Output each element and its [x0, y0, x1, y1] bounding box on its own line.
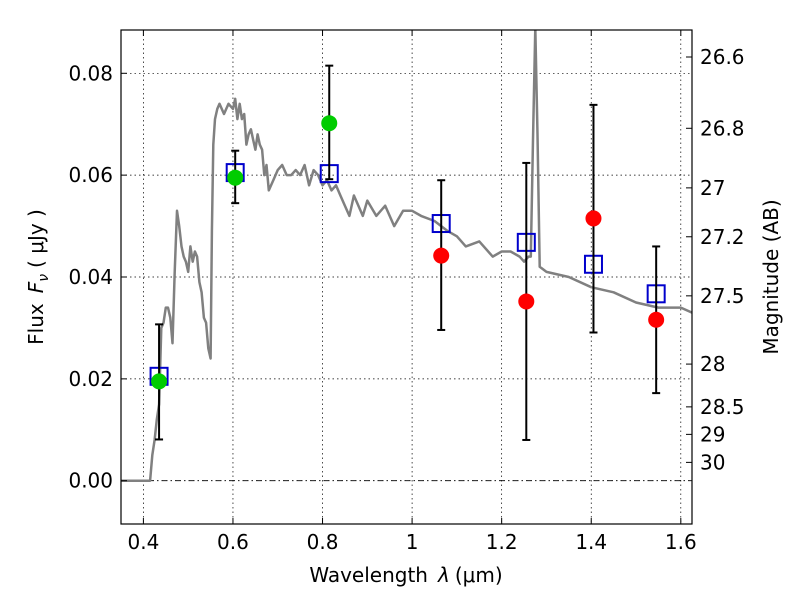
x-tick-label: 1.4 [575, 530, 607, 554]
y-tick-label: 0.04 [68, 265, 113, 289]
grid [121, 30, 692, 524]
y2-tick-label: 30 [700, 450, 725, 474]
y2-axis-label: Magnitude (AB) [759, 199, 783, 354]
observed-flux-point [518, 293, 535, 310]
y2-tick-label: 27 [700, 176, 725, 200]
observed-flux-point [321, 115, 338, 132]
y-tick-label: 0.02 [68, 367, 113, 391]
y2-tick-label: 26.8 [700, 116, 745, 140]
y2-tick-label: 26.6 [700, 45, 745, 69]
observed-flux-point [433, 247, 450, 264]
y2-tick-label: 27.5 [700, 284, 745, 308]
y2-axis: 26.6 26.8 27 27.2 27.5 28 28.5 29 30 [686, 45, 745, 474]
y-tick-label: 0.06 [68, 163, 113, 187]
observed-flux-point [151, 373, 168, 390]
observed-flux-point [585, 210, 602, 227]
observed-flux-point [227, 169, 244, 186]
plot-area [121, 30, 692, 482]
y2-tick-label: 28.5 [700, 395, 745, 419]
x-tick-label: 1.6 [665, 530, 697, 554]
y2-tick-label: 27.2 [700, 225, 745, 249]
x-tick-label: 1.2 [486, 530, 518, 554]
x-axis-label: Wavelength λ (μm) [309, 563, 502, 587]
x-tick-label: 0.8 [307, 530, 339, 554]
x-tick-label: 0.4 [127, 530, 159, 554]
observed-flux-point [648, 311, 665, 328]
y2-tick-label: 29 [700, 422, 725, 446]
x-axis: 0.4 0.6 0.8 1 1.2 1.4 1.6 [127, 30, 697, 554]
y-tick-label: 0.00 [68, 469, 113, 493]
y2-tick-label: 28 [700, 352, 725, 376]
y-tick-label: 0.08 [68, 61, 113, 85]
y-axis-label: FluxFν( μJy ) [24, 209, 52, 345]
model-sed-line [121, 30, 692, 482]
x-tick-label: 0.6 [217, 530, 249, 554]
x-tick-label: 1 [406, 530, 419, 554]
y-axis: 0.00 0.02 0.04 0.06 0.08 [68, 61, 127, 493]
